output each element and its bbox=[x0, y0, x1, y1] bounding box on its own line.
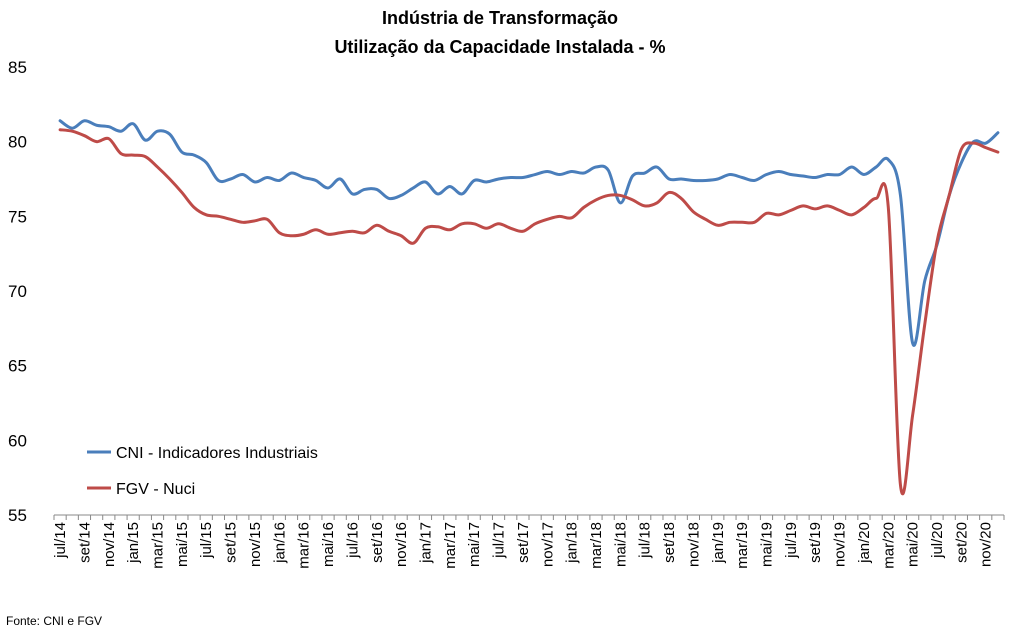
y-tick-label: 65 bbox=[8, 357, 27, 376]
x-tick-label: jul/17 bbox=[491, 522, 508, 559]
x-tick-label: set/20 bbox=[953, 522, 970, 563]
x-tick-label: jan/15 bbox=[125, 522, 142, 564]
x-tick-label: mar/17 bbox=[442, 522, 459, 569]
x-tick-label: mai/19 bbox=[759, 522, 776, 567]
x-tick-label: jul/19 bbox=[783, 522, 800, 559]
chart-subtitle: Utilização da Capacidade Instalada - % bbox=[334, 37, 665, 57]
x-tick-label: mar/19 bbox=[734, 522, 751, 569]
x-tick-label: nov/15 bbox=[247, 522, 264, 567]
x-tick-label: set/19 bbox=[807, 522, 824, 563]
x-tick-label: mai/20 bbox=[905, 522, 922, 567]
x-tick-label: jul/15 bbox=[198, 522, 215, 559]
x-tick-label: nov/16 bbox=[393, 522, 410, 567]
x-tick-label: set/14 bbox=[76, 522, 93, 563]
x-tick-label: mar/18 bbox=[588, 522, 605, 569]
x-tick-label: jan/17 bbox=[417, 522, 434, 564]
x-tick-label: set/18 bbox=[661, 522, 678, 563]
x-tick-label: nov/20 bbox=[978, 522, 995, 567]
x-tick-label: set/15 bbox=[223, 522, 240, 563]
y-tick-label: 55 bbox=[8, 506, 27, 525]
x-tick-label: jul/14 bbox=[52, 522, 69, 559]
legend-label: FGV - Nuci bbox=[116, 481, 195, 498]
x-tick-label: set/17 bbox=[515, 522, 532, 563]
x-tick-label: jul/18 bbox=[637, 522, 654, 559]
x-tick-label: mar/15 bbox=[150, 522, 167, 569]
x-tick-label: jan/19 bbox=[710, 522, 727, 564]
legend: CNI - Indicadores Industriais FGV - Nuci bbox=[87, 445, 318, 498]
series-line-fgv bbox=[58, 128, 1000, 496]
y-tick-label: 60 bbox=[8, 431, 27, 450]
x-tick-label: mai/17 bbox=[466, 522, 483, 567]
series-layer bbox=[58, 119, 1000, 496]
series-line-cni bbox=[58, 119, 1000, 347]
x-tick-label: mai/18 bbox=[612, 522, 629, 567]
x-tick-label: jul/16 bbox=[344, 522, 361, 559]
x-tick-label: nov/19 bbox=[832, 522, 849, 567]
source-note: Fonte: CNI e FGV bbox=[6, 614, 102, 628]
x-tick-label: nov/17 bbox=[539, 522, 556, 567]
x-tick-label: jul/20 bbox=[929, 522, 946, 559]
y-tick-label: 75 bbox=[8, 207, 27, 226]
y-tick-label: 85 bbox=[8, 58, 27, 77]
y-tick-label: 80 bbox=[8, 133, 27, 152]
x-axis: jul/14 set/14 nov/14 jan/15 mar/15 mai/15 jul/… bbox=[52, 514, 1005, 569]
x-tick-label: jan/20 bbox=[856, 522, 873, 564]
x-tick-label: jan/18 bbox=[564, 522, 581, 564]
x-tick-label: set/16 bbox=[369, 522, 386, 563]
x-tick-label: mai/16 bbox=[320, 522, 337, 567]
x-tick-label: mar/20 bbox=[880, 522, 897, 569]
y-tick-label: 70 bbox=[8, 282, 27, 301]
x-tick-label: nov/14 bbox=[101, 522, 118, 567]
x-tick-label: jan/16 bbox=[271, 522, 288, 564]
x-tick-label: mai/15 bbox=[174, 522, 191, 567]
chart-title: Indústria de Transformação bbox=[382, 8, 618, 28]
legend-label: CNI - Indicadores Industriais bbox=[116, 445, 318, 462]
x-tick-label: nov/18 bbox=[685, 522, 702, 567]
y-axis: 55 60 65 70 75 80 85 bbox=[8, 58, 27, 525]
x-tick-label: mar/16 bbox=[296, 522, 313, 569]
